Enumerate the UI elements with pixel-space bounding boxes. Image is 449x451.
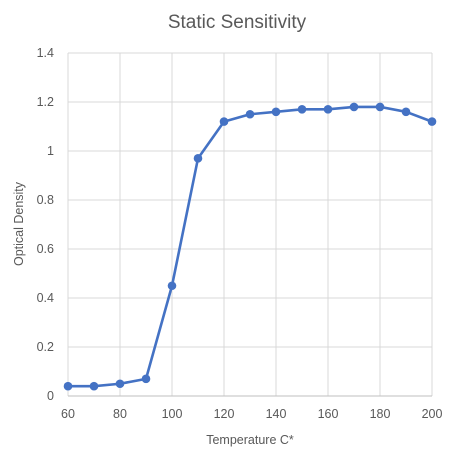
- data-series: [63, 102, 437, 391]
- data-point: [115, 379, 125, 389]
- data-point: [401, 107, 411, 117]
- data-point: [219, 117, 229, 126]
- data-point: [141, 374, 151, 384]
- y-tick-label: 1.2: [37, 95, 54, 109]
- data-point: [323, 105, 333, 114]
- x-tick-label: 120: [214, 407, 235, 421]
- y-tick-label: 0.8: [37, 193, 54, 207]
- y-tick-label: 0.4: [37, 291, 54, 305]
- x-tick-label: 160: [318, 407, 339, 421]
- x-tick-label: 200: [422, 407, 443, 421]
- x-tick-label: 180: [370, 407, 391, 421]
- y-axis-ticks: 0 0.2 0.4 0.6 0.8 1 1.2 1.4: [37, 46, 54, 403]
- data-point: [89, 381, 99, 391]
- data-point: [63, 381, 73, 391]
- data-point: [193, 154, 203, 163]
- data-point: [427, 117, 437, 126]
- data-point: [297, 105, 307, 114]
- data-point: [375, 102, 385, 112]
- x-tick-label: 60: [61, 407, 75, 421]
- data-point: [271, 107, 281, 117]
- data-point: [167, 281, 177, 291]
- data-point: [245, 109, 255, 119]
- x-tick-label: 100: [162, 407, 183, 421]
- x-tick-label: 80: [113, 407, 127, 421]
- y-tick-label: 0.6: [37, 242, 54, 256]
- y-axis-label: Optical Density: [12, 181, 26, 266]
- y-tick-label: 1.4: [37, 46, 54, 60]
- y-tick-label: 0: [47, 389, 54, 403]
- y-tick-label: 1: [47, 144, 54, 158]
- x-tick-label: 140: [266, 407, 287, 421]
- series-line: [68, 105, 433, 388]
- data-point: [349, 102, 359, 112]
- x-axis-label: Temperature C*: [206, 433, 294, 447]
- x-axis-ticks: 60 80 100 120 140 160 180 200: [61, 407, 442, 421]
- chart-title: Static Sensitivity: [168, 12, 307, 33]
- y-tick-label: 0.2: [37, 340, 54, 354]
